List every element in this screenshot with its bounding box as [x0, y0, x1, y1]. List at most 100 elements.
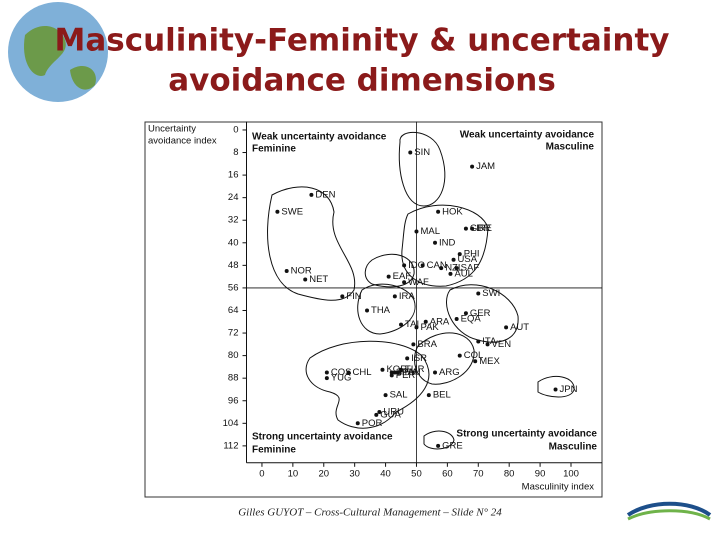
- point: [374, 412, 379, 417]
- point-label: URU: [383, 407, 404, 418]
- point: [411, 342, 416, 347]
- point: [436, 443, 441, 448]
- y-tick-label: 112: [223, 440, 238, 451]
- point: [275, 209, 280, 214]
- point-label: HOK: [442, 206, 463, 217]
- point: [457, 353, 462, 358]
- point-label: ITA: [482, 336, 497, 347]
- point: [380, 367, 385, 372]
- globe-land: [24, 25, 96, 90]
- point: [399, 367, 404, 372]
- x-tick-label: 50: [411, 468, 422, 479]
- x-tick-label: 100: [563, 468, 579, 479]
- point-label: SPA: [396, 367, 415, 378]
- point: [426, 393, 431, 398]
- point-label: PAK: [420, 322, 439, 333]
- point: [365, 308, 370, 313]
- point-label: TUR: [405, 364, 425, 375]
- point: [454, 316, 459, 321]
- point-label: AUT: [510, 322, 529, 333]
- y-tick-label: 56: [228, 282, 239, 293]
- point-label: POR: [362, 418, 383, 429]
- point: [346, 370, 351, 375]
- x-tick-label: 40: [380, 468, 391, 479]
- point: [389, 370, 394, 375]
- point-label: PER: [396, 370, 416, 381]
- point: [470, 226, 475, 231]
- cluster-outline: [423, 430, 455, 450]
- point-label: MAL: [420, 226, 440, 237]
- chart-frame: [144, 121, 603, 498]
- point: [324, 376, 329, 381]
- y-axis-title: avoidance index: [148, 136, 217, 147]
- point: [389, 373, 394, 378]
- point-label: CHL: [352, 367, 371, 378]
- x-tick-label: 90: [535, 468, 546, 479]
- point: [454, 266, 459, 271]
- point-label: AUL: [454, 268, 472, 279]
- point-label: ARA: [430, 316, 450, 327]
- point: [392, 370, 397, 375]
- point-label: IND: [439, 237, 456, 248]
- y-tick-label: 96: [228, 395, 239, 406]
- point: [383, 393, 388, 398]
- y-tick-label: 104: [223, 418, 239, 429]
- point-label: JPN: [560, 384, 578, 395]
- point-label: IRE: [476, 223, 492, 234]
- logo-arc: [626, 501, 712, 517]
- point: [463, 226, 468, 231]
- point: [395, 370, 400, 375]
- point-label: EQA: [461, 313, 482, 324]
- point: [485, 342, 490, 347]
- point-label: MEX: [479, 356, 500, 367]
- point: [303, 277, 308, 282]
- point-label: VEN: [492, 339, 512, 350]
- point: [451, 257, 456, 262]
- cluster-outline: [305, 340, 430, 429]
- cluster-outline: [537, 375, 575, 398]
- point-label: YUG: [331, 373, 352, 384]
- point-label: SWI: [482, 288, 500, 299]
- footer: Gilles GUYOT – Cross-Cultural Management…: [238, 507, 502, 519]
- point-label: USA: [458, 254, 478, 265]
- point-label: THA: [371, 305, 391, 316]
- point-label: IRA: [399, 291, 416, 302]
- point: [439, 266, 444, 271]
- point: [463, 311, 468, 316]
- point-label: NET: [309, 274, 328, 285]
- quadrant-label: Weak uncertainty avoidance: [252, 132, 387, 143]
- point: [386, 274, 391, 279]
- y-tick-label: 0: [233, 124, 238, 135]
- point-label: FRA: [399, 367, 419, 378]
- quadrant-label: Masculine: [549, 442, 598, 453]
- point: [457, 252, 462, 257]
- point-label: BEL: [433, 390, 451, 401]
- point-label: EAF: [393, 271, 412, 282]
- point: [470, 164, 475, 169]
- y-tick-label: 16: [228, 170, 239, 181]
- point: [504, 325, 509, 330]
- y-tick-label: 8: [233, 147, 238, 158]
- point-label: BRA: [417, 339, 437, 350]
- point: [433, 370, 438, 375]
- x-tick-label: 0: [259, 468, 264, 479]
- y-tick-label: 88: [228, 373, 239, 384]
- point: [340, 294, 345, 299]
- cluster-outline: [398, 131, 446, 207]
- x-tick-label: 60: [442, 468, 453, 479]
- point: [473, 359, 478, 364]
- point-label: COS: [331, 367, 352, 378]
- quadrant-label: Weak uncertainty avoidance: [460, 130, 595, 141]
- point-label: PHI: [464, 249, 480, 260]
- point-label: PAN: [402, 367, 421, 378]
- point-label: GUA: [380, 409, 401, 420]
- point: [553, 387, 558, 392]
- point-label: ARG: [439, 367, 460, 378]
- point-label: SAF: [461, 263, 480, 274]
- cluster-outline: [267, 186, 356, 301]
- cluster-outline: [357, 283, 416, 335]
- x-tick-label: 80: [504, 468, 515, 479]
- y-tick-label: 48: [228, 260, 239, 271]
- point: [377, 410, 382, 415]
